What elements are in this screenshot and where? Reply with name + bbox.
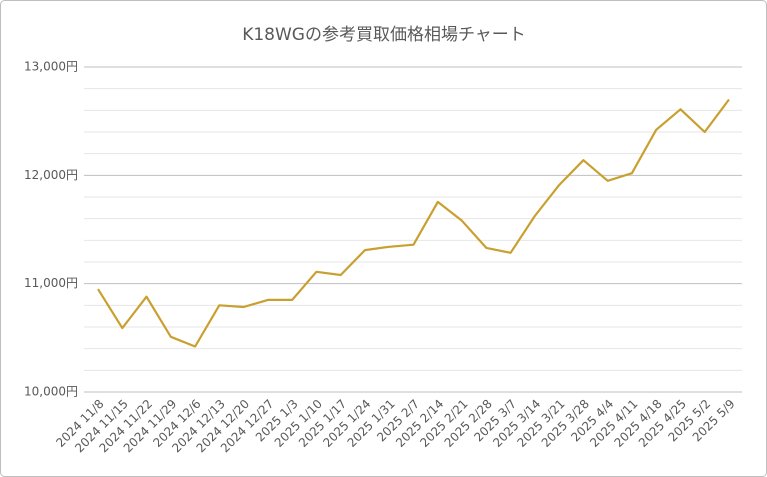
y-tick-label: 12,000円	[24, 168, 78, 182]
chart-title: K18WGの参考買取価格相場チャート	[242, 25, 526, 45]
price-line	[97, 98, 730, 348]
y-tick-label: 13,000円	[24, 60, 78, 74]
y-tick-label: 10,000円	[24, 385, 78, 399]
y-tick-label: 11,000円	[24, 276, 78, 290]
